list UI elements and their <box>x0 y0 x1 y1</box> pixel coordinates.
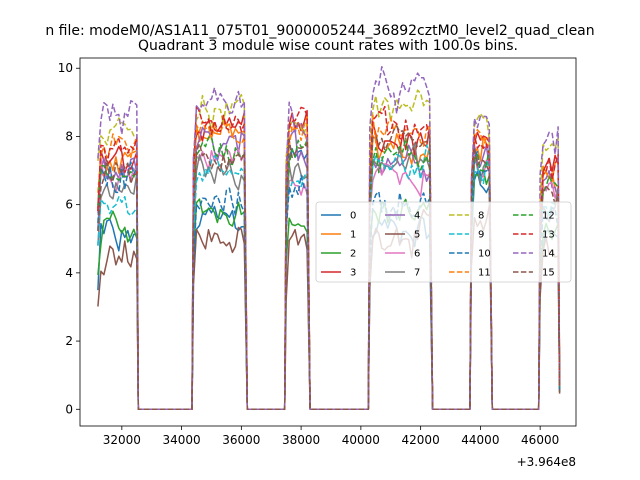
legend-label-12: 12 <box>542 211 555 222</box>
x-tick-label: 34000 <box>162 433 200 447</box>
legend-label-5: 5 <box>414 230 420 241</box>
legend-label-15: 15 <box>542 268 555 279</box>
x-tick-label: 46000 <box>521 433 559 447</box>
y-tick-label: 10 <box>58 61 73 75</box>
y-tick-label: 4 <box>65 266 73 280</box>
series-line-15 <box>97 125 561 411</box>
x-tick-label: 36000 <box>222 433 260 447</box>
legend-label-2: 2 <box>350 249 356 260</box>
y-tick-label: 2 <box>65 334 73 348</box>
legend-frame <box>315 201 572 283</box>
legend-label-14: 14 <box>542 249 555 260</box>
legend-label-6: 6 <box>414 249 420 260</box>
legend-label-1: 1 <box>350 230 356 241</box>
y-tick-label: 8 <box>65 129 73 143</box>
x-tick-label: 44000 <box>461 433 499 447</box>
y-tick-label: 0 <box>65 402 73 416</box>
legend-label-7: 7 <box>414 268 420 279</box>
chart-title: Quadrant 3 module wise count rates with … <box>138 38 518 54</box>
axes-layer: 32000 34000 36000 38000 40000 42000 44000 46000… <box>58 61 560 447</box>
x-tick-label: 42000 <box>402 433 440 447</box>
series-line-14 <box>97 65 561 411</box>
x-tick-label: 38000 <box>282 433 320 447</box>
plot-frame <box>79 57 577 427</box>
legend-label-13: 13 <box>542 230 555 241</box>
figure-suptitle: n file: modeM0/AS1A11_075T01_9000005244_… <box>45 23 594 39</box>
x-offset-label: +3.964e8 <box>517 455 576 469</box>
legend-label-0: 0 <box>350 211 356 222</box>
y-tick-label: 6 <box>65 198 73 212</box>
legend-label-3: 3 <box>350 268 356 279</box>
x-tick-label: 40000 <box>342 433 380 447</box>
legend-label-9: 9 <box>478 230 484 241</box>
series-layer <box>97 65 561 411</box>
legend-label-4: 4 <box>414 211 420 222</box>
legend-label-8: 8 <box>478 211 484 222</box>
legend-label-10: 10 <box>478 249 491 260</box>
legend-label-11: 11 <box>478 268 491 279</box>
x-tick-label: 32000 <box>103 433 141 447</box>
